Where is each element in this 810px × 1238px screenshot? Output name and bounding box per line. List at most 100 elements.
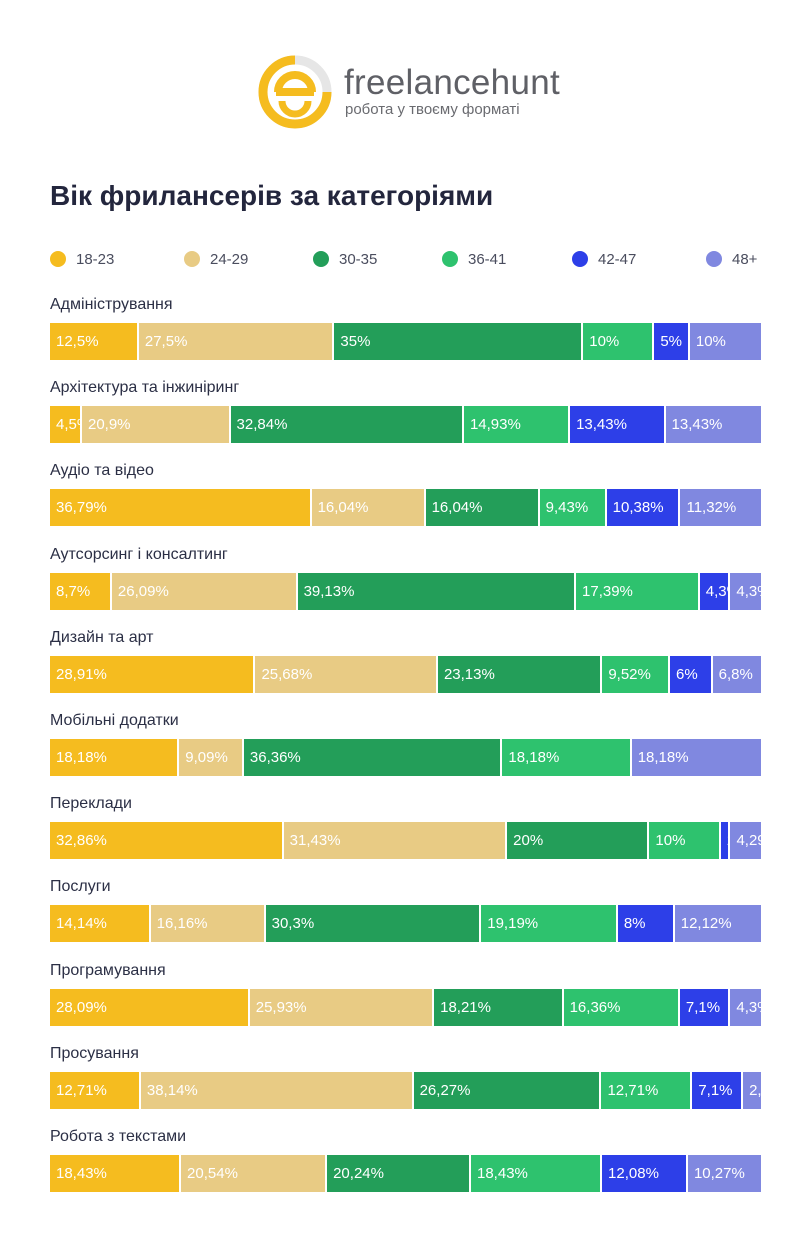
data-label: 10% — [655, 832, 686, 850]
bar-segment: 35% — [334, 323, 584, 360]
chart-row: Архітектура та інжиніринг 4,5% 20,9% 32,84%… — [50, 375, 761, 444]
data-label: 14,14% — [56, 915, 107, 933]
data-label: 7,1% — [698, 1081, 733, 1099]
bar-segment: 9,09% — [179, 739, 244, 776]
bar-segment: 20,24% — [327, 1155, 471, 1192]
legend-item-48plus: 48+ — [706, 248, 757, 270]
bar-segment: 10,27% — [687, 1155, 761, 1192]
legend-item-36-41: 36-41 — [442, 248, 506, 270]
bar-segment: 4,29% — [730, 822, 761, 860]
data-label: 25,68% — [261, 665, 313, 683]
data-label: 20,9% — [87, 416, 131, 434]
category-label: Дизайн та арт — [50, 628, 154, 646]
data-label: 4,29% — [736, 832, 761, 850]
bar-segment: 31,43% — [283, 822, 508, 860]
data-label: 36,79% — [56, 499, 107, 517]
legend-label: 42-47 — [598, 250, 637, 268]
bar-segment: 20,54% — [181, 1155, 328, 1192]
data-label: 10% — [695, 333, 726, 350]
legend-item-24-29: 24-29 — [184, 248, 248, 270]
data-label: 39,13% — [303, 582, 355, 600]
data-label: 18,43% — [477, 1165, 528, 1182]
data-label: 8% — [623, 915, 646, 933]
data-label: 9,09% — [185, 749, 228, 766]
bar-segment: 18,43% — [471, 1155, 603, 1192]
chart-legend: 18-23 24-29 30-35 36-41 42-47 48+ — [50, 248, 762, 270]
data-label: 26,27% — [419, 1081, 471, 1099]
bar-segment: 26,27% — [413, 1071, 602, 1109]
data-label: 30,3% — [271, 915, 315, 933]
bar-segment: 10% — [649, 822, 721, 860]
bar-segment: 12,71% — [50, 1071, 141, 1109]
stacked-bar: 12,71% 38,14% 26,27% 12,71% 7,1% 2,5% — [50, 1071, 761, 1109]
bar-segment: 13,43% — [665, 406, 761, 444]
brand-name: freelancehunt — [344, 63, 561, 102]
bar-segment: 19,19% — [481, 905, 618, 943]
bar-segment: 10% — [689, 323, 761, 360]
bar-segment: 12,5% — [50, 323, 139, 360]
category-label: Програмування — [50, 961, 166, 979]
data-label: 5% — [660, 333, 683, 350]
stacked-bar: 8,7% 26,09% 39,13% 17,39% 4,3% 4,3% — [50, 572, 761, 610]
data-label: 25,93% — [255, 998, 307, 1016]
chart-row: Адміністрування 12,5% 27,5% 35% 10% 5% 10% — [50, 292, 761, 360]
data-label: 10,27% — [693, 1165, 745, 1182]
bar-segment: 1,4% — [720, 822, 731, 860]
data-label: 20,54% — [187, 1165, 238, 1182]
category-label: Послуги — [50, 878, 111, 896]
data-label: 12,08% — [608, 1165, 659, 1182]
bar-segment: 7,1% — [692, 1071, 744, 1109]
data-label: 9,52% — [608, 665, 651, 683]
bar-segment: 16,36% — [563, 988, 680, 1026]
category-label: Аудіо та відео — [50, 462, 154, 480]
data-label: 7,1% — [685, 998, 721, 1016]
legend-swatch — [572, 251, 588, 267]
bar-segment: 12,08% — [602, 1155, 688, 1192]
data-label: 32,84% — [236, 416, 288, 434]
bar-segment: 9,43% — [539, 489, 607, 527]
data-label: 18,43% — [56, 1165, 107, 1182]
data-label: 32,86% — [56, 832, 107, 850]
bar-segment: 16,04% — [311, 489, 426, 527]
bar-segment: 17,39% — [576, 572, 700, 610]
chart-row: Послуги 14,14% 16,16% 30,3% 19,19% 8% 12,12% — [50, 874, 761, 943]
data-label: 16,04% — [431, 499, 483, 517]
bar-segment: 26,09% — [111, 572, 298, 610]
bar-segment: 28,91% — [50, 655, 256, 693]
category-label: Просування — [50, 1044, 139, 1062]
bar-segment: 14,14% — [50, 905, 151, 943]
bar-segment: 13,43% — [570, 406, 666, 444]
data-label: 10% — [589, 333, 620, 350]
data-label: 18,18% — [56, 749, 107, 766]
bar-segment: 18,18% — [502, 739, 632, 776]
chart-row: Просування 12,71% 38,14% 26,27% 12,71% 7,1% 2,… — [50, 1041, 761, 1109]
legend-swatch — [442, 251, 458, 267]
chart-row: Переклади 32,86% 31,43% 20% 10% 1,4% 4,29% — [50, 791, 761, 860]
chart-row: Дизайн та арт 28,91% 25,68% 23,13% 9,52% 6% 6,… — [50, 625, 761, 693]
bar-segment: 36,79% — [50, 489, 312, 527]
data-label: 23,13% — [443, 665, 495, 683]
legend-label: 30-35 — [339, 250, 378, 268]
legend-item-18-23: 18-23 — [50, 248, 114, 270]
data-label: 31,43% — [289, 832, 341, 850]
stacked-bar: 18,43% 20,54% 20,24% 18,43% 12,08% 10,27% — [50, 1155, 761, 1192]
bar-segment: 36,36% — [243, 739, 503, 776]
bar-segment: 20,9% — [81, 406, 231, 444]
data-label: 4,3% — [705, 582, 729, 600]
bar-segment: 10% — [583, 323, 655, 360]
chart-row: Аутсорсинг і консалтинг 8,7% 26,09% 39,13% 1… — [50, 542, 761, 610]
chart-row: Аудіо та відео 36,79% 16,04% 16,04% 9,43% 10,… — [50, 458, 761, 527]
stacked-bar: 32,86% 31,43% 20% 10% 1,4% 4,29% — [50, 822, 761, 860]
bar-segment: 12,71% — [601, 1071, 693, 1109]
data-label: 27,5% — [144, 333, 188, 350]
stacked-bar: 28,91% 25,68% 23,13% 9,52% 6% 6,8% — [50, 655, 761, 693]
data-label: 20% — [513, 832, 544, 850]
data-label: 1,4% — [727, 832, 729, 849]
bar-segment: 7,1% — [679, 988, 731, 1026]
data-label: 18,21% — [440, 998, 491, 1016]
category-label: Мобільні додатки — [50, 712, 179, 729]
bar-segment: 20% — [507, 822, 650, 860]
data-label: 18,18% — [637, 749, 689, 766]
data-label: 13,43% — [671, 416, 723, 434]
data-label: 16,16% — [156, 915, 208, 933]
